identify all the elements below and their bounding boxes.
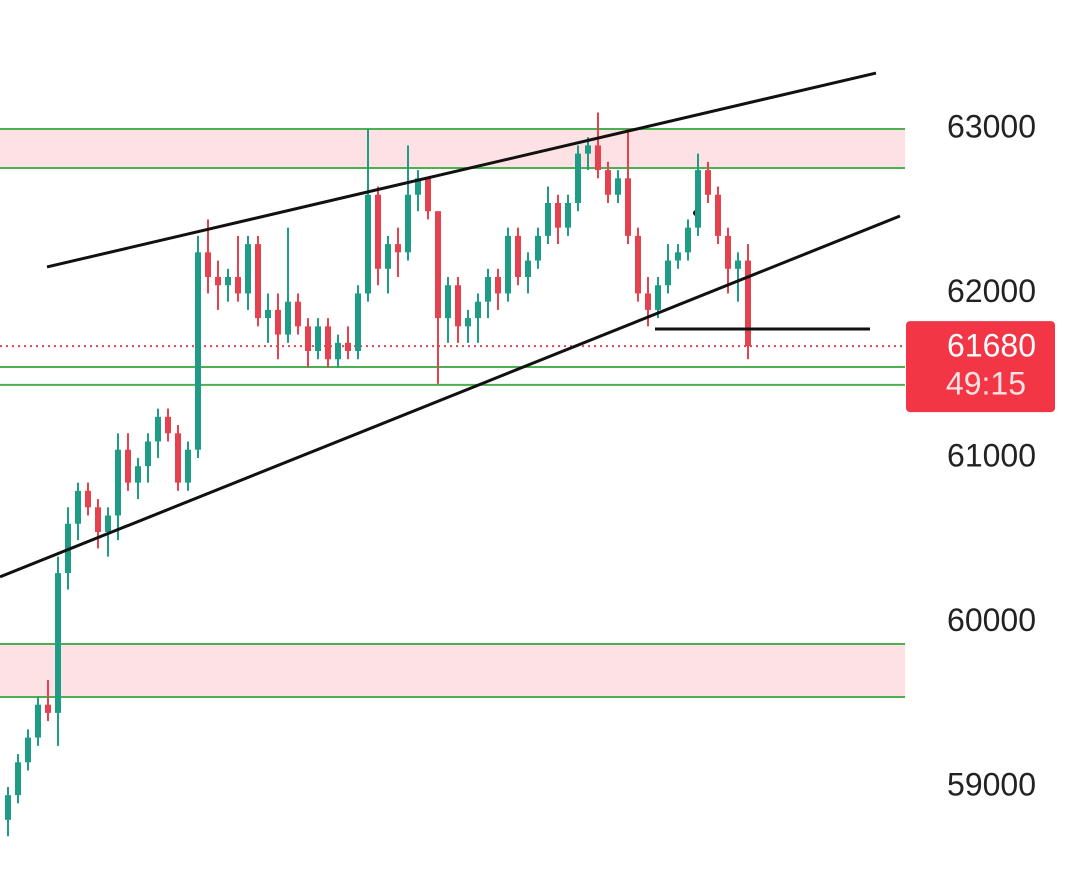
- candle-body: [105, 515, 111, 532]
- candle-body: [705, 170, 711, 195]
- candle-body: [155, 416, 161, 442]
- candle-body: [725, 235, 731, 269]
- candle-body: [515, 235, 521, 278]
- candle-body: [395, 244, 401, 253]
- candle-body: [255, 244, 261, 319]
- candle-body: [345, 342, 351, 352]
- candle-body: [485, 277, 491, 302]
- candle-body: [565, 202, 571, 228]
- candle-body: [5, 795, 11, 820]
- candle-body: [595, 145, 601, 171]
- candle-body: [555, 202, 561, 228]
- y-tick-label: 60000: [947, 602, 1036, 638]
- candle-body: [245, 244, 251, 294]
- price-label: 61680: [947, 328, 1036, 364]
- y-tick-label: 61000: [947, 437, 1036, 473]
- zone: [0, 128, 905, 168]
- candle-body: [695, 170, 701, 228]
- candle-body: [85, 490, 91, 508]
- candle-body: [445, 285, 451, 319]
- candle-body: [435, 211, 441, 319]
- countdown-label: 49:15: [946, 366, 1026, 402]
- trendline: [0, 214, 901, 579]
- candle-body: [575, 153, 581, 203]
- candle-body: [745, 260, 751, 347]
- candle-body: [415, 178, 421, 195]
- candle-body: [265, 309, 271, 319]
- candle-body: [25, 737, 31, 763]
- candle-body: [385, 244, 391, 269]
- candle-body: [685, 227, 691, 253]
- candle-body: [635, 235, 641, 294]
- zone: [0, 643, 905, 697]
- candle-body: [55, 573, 61, 713]
- candle-body: [145, 441, 151, 467]
- candle-body: [45, 704, 51, 713]
- candle-body: [195, 252, 201, 450]
- candle-body: [135, 466, 141, 483]
- candle-body: [425, 178, 431, 212]
- candle-body: [315, 326, 321, 352]
- candle-body: [545, 202, 551, 236]
- candle-body: [215, 277, 221, 286]
- candle-body: [585, 145, 591, 154]
- candle-body: [645, 293, 651, 310]
- candle-body: [335, 342, 341, 360]
- candle-body: [355, 293, 361, 352]
- candle-body: [405, 194, 411, 253]
- candle-body: [285, 301, 291, 335]
- candle-body: [665, 260, 671, 286]
- candle-body: [715, 194, 721, 236]
- candle-body: [455, 285, 461, 327]
- candle-body: [125, 449, 131, 483]
- candle-body: [475, 301, 481, 319]
- y-tick-label: 63000: [947, 108, 1036, 144]
- candle-body: [615, 178, 621, 195]
- candle-body: [465, 318, 471, 327]
- candle-body: [375, 194, 381, 269]
- candle-body: [75, 490, 81, 524]
- candle-body: [325, 326, 331, 360]
- candle-body: [505, 235, 511, 294]
- candle-body: [495, 277, 501, 294]
- price-label-box: [906, 321, 1055, 413]
- candle-body: [675, 252, 681, 261]
- candle-body: [95, 507, 101, 532]
- candle-body: [205, 252, 211, 278]
- candle-body: [15, 762, 21, 796]
- candle-body: [225, 277, 231, 286]
- candle-body: [525, 260, 531, 278]
- candle-body: [625, 178, 631, 236]
- candle-body: [735, 260, 741, 269]
- trendline: [46, 71, 877, 269]
- candle-body: [165, 416, 171, 434]
- candle-body: [605, 170, 611, 195]
- candle-body: [185, 449, 191, 483]
- candle-body: [535, 235, 541, 261]
- candle-body: [35, 704, 41, 738]
- candle-body: [115, 449, 121, 516]
- candle-body: [655, 285, 661, 310]
- candle-body: [295, 301, 301, 327]
- candle-body: [365, 194, 371, 294]
- candle-body: [275, 309, 281, 335]
- candle-body: [175, 433, 181, 483]
- y-tick-label: 62000: [947, 273, 1036, 309]
- candle-body: [235, 277, 241, 294]
- candle-body: [305, 326, 311, 352]
- y-tick-label: 59000: [947, 766, 1036, 802]
